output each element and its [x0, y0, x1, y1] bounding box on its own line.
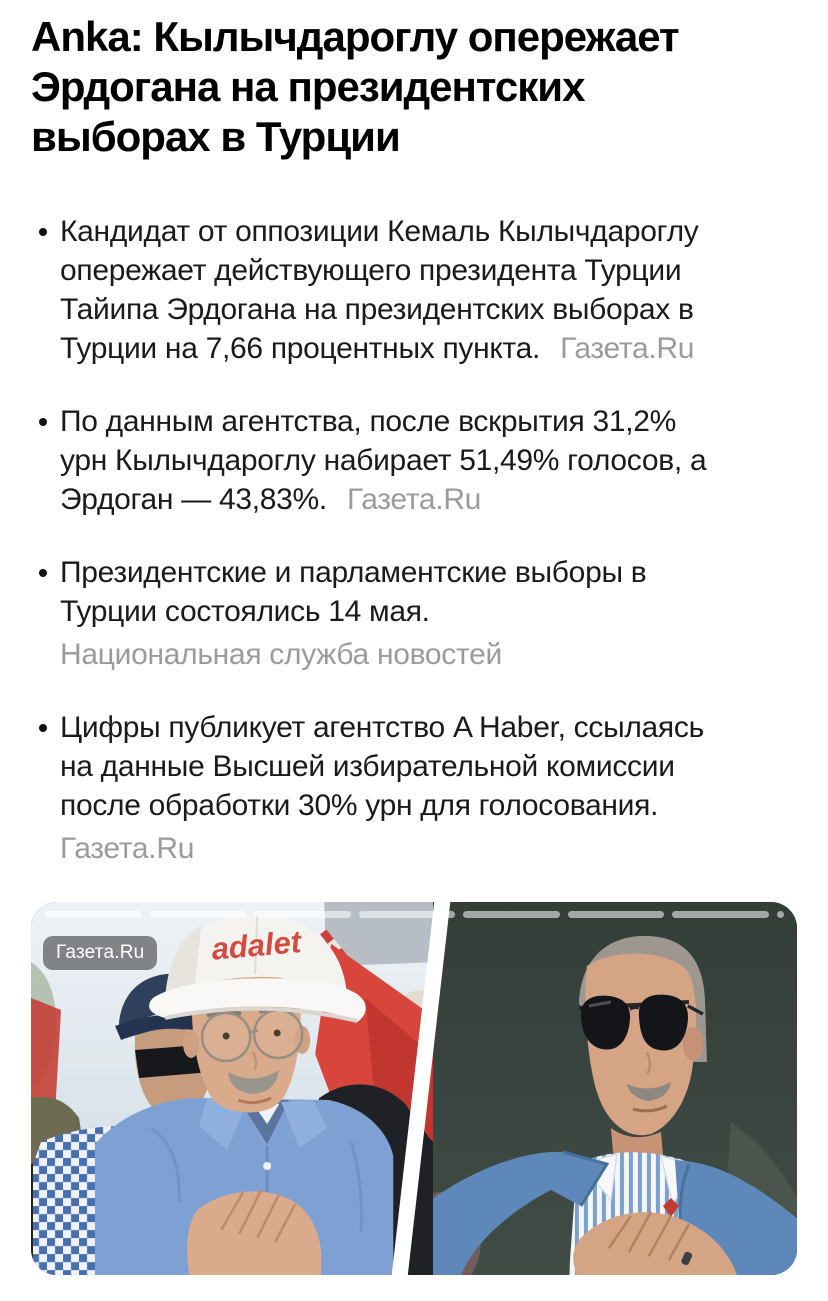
- bullet-content: Президентские и парламентские выборы в Т…: [60, 553, 720, 674]
- cap-brim-shadow: [164, 1006, 358, 1023]
- lens-glare: [588, 1000, 612, 1008]
- shirt-fold: [150, 1126, 181, 1203]
- mouth: [237, 1096, 272, 1105]
- progress-segment: [45, 911, 142, 918]
- photo-gallery[interactable]: adalet: [31, 902, 797, 1275]
- cap-brim: [149, 978, 366, 1022]
- headline-line-2: Эрдогана на президентских: [31, 63, 585, 110]
- bullet-content: Кандидат от оппозиции Кемаль Кылычдарогл…: [60, 212, 720, 368]
- source-link[interactable]: Газета.Ru: [346, 483, 482, 516]
- gray-sign: [323, 902, 453, 967]
- bullet-item: По данным агентства, после вскрытия 31,2…: [31, 402, 797, 519]
- sunglasses-lens: [581, 995, 631, 1050]
- bullet-list: Кандидат от оппозиции Кемаль Кылычдарогл…: [31, 212, 797, 868]
- collar-flap-right: [281, 1100, 328, 1149]
- eye: [222, 1032, 230, 1040]
- bullet-text: Кандидат от оппозиции Кемаль Кылычдарогл…: [60, 215, 699, 365]
- headline-line-3: выборах в Турции: [31, 113, 401, 160]
- nose: [645, 1051, 652, 1075]
- bullet-content: По данным агентства, после вскрытия 31,2…: [60, 402, 720, 519]
- progress-segment: [149, 911, 247, 918]
- mustache: [228, 1069, 280, 1095]
- glasses-bridge: [249, 1029, 259, 1034]
- left-flag: [31, 997, 62, 1115]
- bullet-item: Кандидат от оппозиции Кемаль Кылычдарогл…: [31, 212, 797, 368]
- cap-seam: [254, 914, 259, 974]
- finger-line: [274, 1203, 297, 1243]
- ear: [183, 1029, 200, 1058]
- finger-line: [667, 1223, 691, 1261]
- turkish-flag-pin: [663, 1198, 680, 1217]
- headline: Anka: Кылычдароглу опережает Эрдогана на…: [31, 12, 797, 162]
- headline-line-1: Anka: Кылычдароглу опережает: [31, 13, 680, 60]
- lapel-edge: [562, 1150, 610, 1207]
- bullet-marker: [39, 724, 47, 732]
- ring: [681, 1251, 693, 1266]
- blue-shirt: [95, 1098, 394, 1275]
- progress-segment: [567, 911, 665, 918]
- bullet-marker: [39, 228, 47, 236]
- bullet-marker: [39, 418, 47, 426]
- gallery-progress-bar: [45, 911, 785, 918]
- nose: [251, 1051, 258, 1071]
- eye: [273, 1029, 281, 1037]
- sunglasses-temple: [687, 1004, 704, 1016]
- source-link[interactable]: Газета.Ru: [60, 832, 195, 865]
- shirt-fold: [349, 1141, 363, 1233]
- suit-jacket-left: [433, 1151, 608, 1275]
- bullet-content: Цифры публикует агентство A Haber, ссыла…: [60, 708, 720, 868]
- bullet-item: Президентские и парламентские выборы в Т…: [31, 553, 797, 674]
- finger-line: [220, 1191, 245, 1231]
- bullet-item: Цифры публикует агентство A Haber, ссыла…: [31, 708, 797, 868]
- watermark-badge: Газета.Ru: [43, 936, 158, 970]
- finger-line: [647, 1215, 673, 1257]
- mouth: [632, 1104, 668, 1113]
- photo-erdogan: [433, 902, 797, 1275]
- mustache: [627, 1082, 672, 1101]
- cap-shade: [165, 925, 202, 1000]
- finger-line: [627, 1211, 653, 1253]
- bullet-text: Цифры публикует агентство A Haber, ссыла…: [60, 711, 704, 822]
- progress-dot: [777, 911, 785, 918]
- progress-segment: [463, 911, 560, 918]
- progress-segment: [254, 911, 351, 918]
- watermark-label: Газета.Ru: [56, 942, 145, 963]
- erdogan-photo-illustration: [433, 902, 797, 1275]
- progress-segment: [672, 911, 770, 918]
- cap-text: adalet: [210, 924, 304, 967]
- bullet-text: Президентские и парламентские выборы в Т…: [60, 556, 647, 628]
- sunglasses-lens: [639, 994, 689, 1051]
- bullet-marker: [39, 569, 47, 577]
- bullet-text: По данным агентства, после вскрытия 31,2…: [60, 405, 707, 516]
- source-link[interactable]: Национальная служба новостей: [60, 638, 502, 671]
- hand-on-chest: [187, 1191, 322, 1275]
- finger-line: [608, 1215, 633, 1249]
- source-link[interactable]: Газета.Ru: [560, 332, 695, 365]
- finger-line: [238, 1189, 263, 1235]
- finger-line: [256, 1193, 281, 1239]
- progress-segment: [358, 911, 456, 918]
- sunglasses-bridge: [629, 1005, 640, 1011]
- shirt-button: [263, 1162, 272, 1171]
- ear: [683, 1027, 704, 1061]
